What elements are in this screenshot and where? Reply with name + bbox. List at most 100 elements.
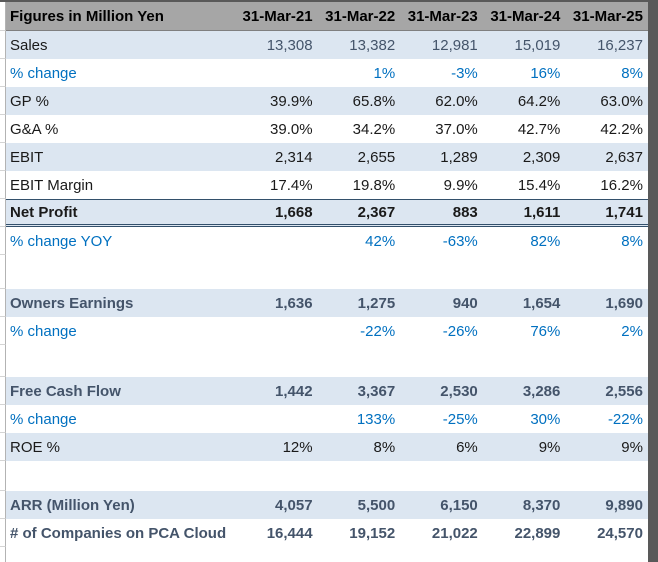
cell-ebit-margin-31-mar-25[interactable]: 16.2% bbox=[565, 171, 648, 199]
cell-change-31-mar-25[interactable]: -22% bbox=[565, 405, 648, 433]
cell-change-31-mar-22[interactable]: -22% bbox=[317, 317, 401, 345]
cell-change-31-mar-21[interactable] bbox=[235, 317, 318, 345]
cell-gp-31-mar-22[interactable]: 65.8% bbox=[317, 87, 401, 115]
cell-owners-earnings-31-mar-21[interactable]: 1,636 bbox=[235, 289, 318, 317]
cell-owners-earnings-31-mar-24[interactable]: 1,654 bbox=[482, 289, 566, 317]
cell-change-31-mar-24[interactable]: 76% bbox=[482, 317, 566, 345]
cell-owners-earnings-31-mar-25[interactable]: 1,690 bbox=[565, 289, 648, 317]
row-label-change[interactable]: % change bbox=[6, 405, 235, 433]
cell-g-a-31-mar-21[interactable]: 39.0% bbox=[235, 115, 318, 143]
cell-sales-31-mar-23[interactable]: 12,981 bbox=[400, 31, 483, 59]
cell-ebit-31-mar-21[interactable]: 2,314 bbox=[235, 143, 318, 171]
cell-arr-million-yen-31-mar-25[interactable]: 9,890 bbox=[565, 491, 648, 519]
cell-net-profit-31-mar-23[interactable]: 883 bbox=[400, 199, 483, 227]
empty-cells[interactable] bbox=[6, 461, 648, 491]
cell-arr-million-yen-31-mar-24[interactable]: 8,370 bbox=[482, 491, 566, 519]
row-label-gp[interactable]: GP % bbox=[6, 87, 235, 115]
row-label-arr-million-yen[interactable]: ARR (Million Yen) bbox=[6, 491, 235, 519]
column-header-31-mar-24[interactable]: 31-Mar-24 bbox=[482, 2, 566, 31]
row-label-sales[interactable]: Sales bbox=[6, 31, 235, 59]
cell-net-profit-31-mar-25[interactable]: 1,741 bbox=[565, 199, 648, 227]
cell-sales-31-mar-22[interactable]: 13,382 bbox=[317, 31, 401, 59]
cell-roe-31-mar-22[interactable]: 8% bbox=[317, 433, 401, 461]
cell-free-cash-flow-31-mar-22[interactable]: 3,367 bbox=[317, 377, 401, 405]
cell-change-31-mar-23[interactable]: -3% bbox=[400, 59, 483, 87]
row-label-owners-earnings[interactable]: Owners Earnings bbox=[6, 289, 235, 317]
column-header-31-mar-22[interactable]: 31-Mar-22 bbox=[317, 2, 401, 31]
cell-change-31-mar-25[interactable]: 8% bbox=[565, 59, 648, 87]
row-label-change[interactable]: % change bbox=[6, 317, 235, 345]
cell-ebit-margin-31-mar-21[interactable]: 17.4% bbox=[235, 171, 318, 199]
row-label-change[interactable]: % change bbox=[6, 59, 235, 87]
cell-ebit-margin-31-mar-23[interactable]: 9.9% bbox=[400, 171, 483, 199]
cell-change-yoy-31-mar-24[interactable]: 82% bbox=[482, 227, 566, 255]
cell-ebit-margin-31-mar-24[interactable]: 15.4% bbox=[482, 171, 566, 199]
cell-free-cash-flow-31-mar-21[interactable]: 1,442 bbox=[235, 377, 318, 405]
cell-gp-31-mar-25[interactable]: 63.0% bbox=[565, 87, 648, 115]
cell-ebit-31-mar-22[interactable]: 2,655 bbox=[317, 143, 401, 171]
cell-roe-31-mar-21[interactable]: 12% bbox=[235, 433, 318, 461]
cell-gp-31-mar-23[interactable]: 62.0% bbox=[400, 87, 483, 115]
row-roe: ROE % 12% 8% 6% 9% 9% bbox=[0, 433, 648, 461]
row-label-of-companies-on-pca-cloud[interactable]: # of Companies on PCA Cloud bbox=[6, 519, 235, 547]
empty-cells[interactable] bbox=[6, 255, 648, 289]
column-header-31-mar-21[interactable]: 31-Mar-21 bbox=[235, 2, 318, 31]
cell-change-31-mar-23[interactable]: -25% bbox=[400, 405, 483, 433]
cell-free-cash-flow-31-mar-23[interactable]: 2,530 bbox=[400, 377, 483, 405]
cell-net-profit-31-mar-22[interactable]: 2,367 bbox=[317, 199, 401, 227]
cell-g-a-31-mar-24[interactable]: 42.7% bbox=[482, 115, 566, 143]
column-header-31-mar-23[interactable]: 31-Mar-23 bbox=[400, 2, 483, 31]
cell-g-a-31-mar-25[interactable]: 42.2% bbox=[565, 115, 648, 143]
row-label-g-a[interactable]: G&A % bbox=[6, 115, 235, 143]
cell-change-yoy-31-mar-22[interactable]: 42% bbox=[317, 227, 401, 255]
row-label-change-yoy[interactable]: % change YOY bbox=[6, 227, 235, 255]
cell-net-profit-31-mar-24[interactable]: 1,611 bbox=[482, 199, 566, 227]
cell-ebit-31-mar-23[interactable]: 1,289 bbox=[400, 143, 483, 171]
cell-change-31-mar-24[interactable]: 16% bbox=[482, 59, 566, 87]
cell-ebit-31-mar-25[interactable]: 2,637 bbox=[565, 143, 648, 171]
row-label-ebit[interactable]: EBIT bbox=[6, 143, 235, 171]
cell-roe-31-mar-25[interactable]: 9% bbox=[565, 433, 648, 461]
cell-free-cash-flow-31-mar-25[interactable]: 2,556 bbox=[565, 377, 648, 405]
cell-net-profit-31-mar-21[interactable]: 1,668 bbox=[235, 199, 318, 227]
cell-change-yoy-31-mar-25[interactable]: 8% bbox=[565, 227, 648, 255]
cell-change-31-mar-24[interactable]: 30% bbox=[482, 405, 566, 433]
cell-gp-31-mar-24[interactable]: 64.2% bbox=[482, 87, 566, 115]
cell-g-a-31-mar-22[interactable]: 34.2% bbox=[317, 115, 401, 143]
cell-of-companies-on-pca-cloud-31-mar-21[interactable]: 16,444 bbox=[235, 519, 318, 547]
row-label-ebit-margin[interactable]: EBIT Margin bbox=[6, 171, 235, 199]
cell-of-companies-on-pca-cloud-31-mar-23[interactable]: 21,022 bbox=[400, 519, 483, 547]
cell-change-31-mar-25[interactable]: 2% bbox=[565, 317, 648, 345]
cell-owners-earnings-31-mar-22[interactable]: 1,275 bbox=[317, 289, 401, 317]
cell-change-31-mar-21[interactable] bbox=[235, 405, 318, 433]
cell-sales-31-mar-21[interactable]: 13,308 bbox=[235, 31, 318, 59]
cell-g-a-31-mar-23[interactable]: 37.0% bbox=[400, 115, 483, 143]
cell-change-31-mar-22[interactable]: 1% bbox=[317, 59, 401, 87]
cell-gp-31-mar-21[interactable]: 39.9% bbox=[235, 87, 318, 115]
cell-arr-million-yen-31-mar-22[interactable]: 5,500 bbox=[317, 491, 401, 519]
cell-arr-million-yen-31-mar-23[interactable]: 6,150 bbox=[400, 491, 483, 519]
cell-ebit-margin-31-mar-22[interactable]: 19.8% bbox=[317, 171, 401, 199]
empty-cells[interactable] bbox=[6, 345, 648, 377]
cell-change-31-mar-21[interactable] bbox=[235, 59, 318, 87]
cell-owners-earnings-31-mar-23[interactable]: 940 bbox=[400, 289, 483, 317]
cell-roe-31-mar-24[interactable]: 9% bbox=[482, 433, 566, 461]
cell-ebit-31-mar-24[interactable]: 2,309 bbox=[482, 143, 566, 171]
cell-change-31-mar-23[interactable]: -26% bbox=[400, 317, 483, 345]
table-title-cell[interactable]: Figures in Million Yen bbox=[6, 2, 235, 31]
cell-sales-31-mar-25[interactable]: 16,237 bbox=[565, 31, 648, 59]
cell-of-companies-on-pca-cloud-31-mar-24[interactable]: 22,899 bbox=[482, 519, 566, 547]
cell-free-cash-flow-31-mar-24[interactable]: 3,286 bbox=[482, 377, 566, 405]
cell-of-companies-on-pca-cloud-31-mar-25[interactable]: 24,570 bbox=[565, 519, 648, 547]
column-header-31-mar-25[interactable]: 31-Mar-25 bbox=[565, 2, 648, 31]
row-label-roe[interactable]: ROE % bbox=[6, 433, 235, 461]
cell-change-yoy-31-mar-21[interactable] bbox=[235, 227, 318, 255]
cell-change-yoy-31-mar-23[interactable]: -63% bbox=[400, 227, 483, 255]
row-label-net-profit[interactable]: Net Profit bbox=[6, 199, 235, 227]
cell-arr-million-yen-31-mar-21[interactable]: 4,057 bbox=[235, 491, 318, 519]
cell-sales-31-mar-24[interactable]: 15,019 bbox=[482, 31, 566, 59]
cell-roe-31-mar-23[interactable]: 6% bbox=[400, 433, 483, 461]
cell-of-companies-on-pca-cloud-31-mar-22[interactable]: 19,152 bbox=[317, 519, 401, 547]
row-label-free-cash-flow[interactable]: Free Cash Flow bbox=[6, 377, 235, 405]
cell-change-31-mar-22[interactable]: 133% bbox=[317, 405, 401, 433]
